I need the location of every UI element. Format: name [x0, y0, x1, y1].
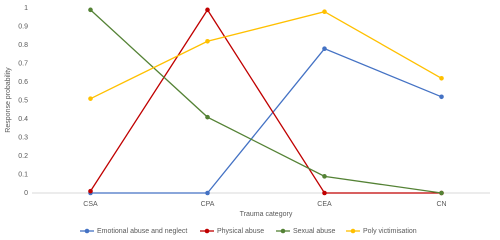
x-tick-label: CEA — [317, 201, 332, 208]
data-point — [88, 7, 93, 13]
data-point — [322, 190, 327, 196]
legend-label: Physical abuse — [217, 228, 264, 235]
y-tick-label: 0.7 — [18, 60, 28, 67]
data-point — [439, 76, 444, 81]
data-point — [205, 190, 210, 196]
y-tick-label: 0.9 — [18, 23, 28, 30]
y-axis-title: Response probability — [5, 67, 12, 133]
data-point — [322, 9, 327, 14]
data-point — [88, 188, 93, 194]
data-point — [88, 96, 93, 101]
data-point — [439, 190, 444, 196]
data-point — [205, 114, 210, 120]
x-tick-label: CN — [436, 201, 446, 208]
legend-marker — [84, 228, 90, 234]
legend-label: Poly victimisation — [363, 228, 417, 235]
data-point — [205, 7, 210, 13]
data-point — [322, 174, 327, 179]
data-point — [322, 46, 327, 51]
series-line — [90, 47, 442, 194]
series-line — [90, 9, 442, 194]
y-tick-label: 0.6 — [18, 79, 28, 86]
y-tick-label: 0.1 — [18, 171, 28, 178]
legend-label: Emotional abuse and neglect — [97, 228, 187, 235]
legend-marker — [280, 228, 286, 234]
legend-label: Sexual abuse — [293, 228, 336, 235]
y-tick-label: 0.3 — [18, 134, 28, 141]
x-axis-title: Trauma category — [240, 211, 293, 218]
series-line — [89, 8, 442, 194]
y-tick-label: 1 — [24, 5, 28, 12]
legend-marker — [204, 228, 210, 234]
x-tick-label: CPA — [201, 201, 215, 208]
y-tick-label: 0.8 — [18, 42, 28, 49]
data-point — [205, 39, 210, 44]
x-tick-label: CSA — [83, 201, 98, 208]
data-point — [439, 94, 444, 100]
legend-marker — [350, 228, 356, 234]
y-tick-label: 0 — [24, 190, 28, 197]
series-line — [90, 11, 442, 100]
y-tick-label: 0.5 — [18, 97, 28, 104]
y-tick-label: 0.2 — [18, 153, 28, 160]
y-tick-label: 0.4 — [18, 116, 28, 123]
